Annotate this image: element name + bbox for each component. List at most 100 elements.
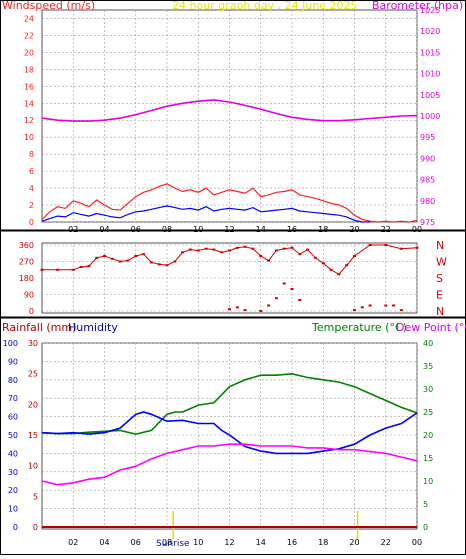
rain-y-tick-labels: 30 25 20 15 10 5 0 [28,339,38,532]
temp-x-tick: 04 [99,538,109,547]
dir-y-tick: 180 [19,274,34,283]
temp-x-tick: 00 [412,538,422,547]
compass-label: W [436,256,447,269]
wind-x-tick: 08 [162,225,172,234]
wind-y-tick: 20 [24,48,34,57]
humidity-y-tick: 60 [8,413,18,422]
wind-x-tick: 10 [193,225,203,234]
baro-y-tick: 1000 [420,112,440,121]
wind-y-tick: 12 [24,116,34,125]
temp-x-tick-labels: 02 04 06 08 10 12 14 16 18 20 22 00 [68,538,422,547]
wind-series-line-1 [41,205,371,223]
humidity-y-tick: 20 [8,486,18,495]
dir-y-tick-labels: 360 270 180 90 0 [19,241,34,316]
baro-y-tick: 985 [420,176,435,185]
dir-point [384,304,388,307]
wind-y-tick: 0 [29,218,34,227]
dir-point [298,299,302,301]
temp-y-tick-labels: 40 35 30 25 20 15 10 5 0 [423,339,433,532]
temp-x-tick: 16 [287,538,297,547]
wind-y-tick: 8 [29,150,34,159]
baro-y-tick: 975 [420,218,435,227]
humidity-y-tick: 30 [8,468,18,477]
sunrise-markers [172,511,359,539]
baro-y-tick: 1015 [420,48,440,57]
temp-y-tick: 40 [423,339,433,348]
temp-x-tick: 12 [224,538,234,547]
rain-y-tick: 30 [28,339,38,348]
wind-x-tick: 06 [131,225,141,234]
wind-x-tick: 14 [256,225,266,234]
sunrise-label: Sunrise [156,539,190,549]
wind-y-tick: 4 [29,184,34,193]
rain-y-tick: 25 [28,370,38,379]
baro-y-tick: 1025 [420,6,440,15]
temp-series [41,372,418,528]
temp-y-tick: 20 [423,431,433,440]
humidity-y-tick: 100 [3,339,18,348]
wind-x-tick: 00 [412,225,422,234]
humidity-y-tick: 10 [8,505,18,514]
baro-y-tick: 995 [420,133,435,142]
chart-title: 24 hour graph day , 24 June 2025 [172,0,358,12]
temp-x-tick: 18 [318,538,328,547]
divider-bottom [0,316,466,319]
wind-y-tick: 6 [29,167,34,176]
temp-x-tick: 08 [162,538,172,547]
wind-y-tick: 2 [29,201,34,210]
barometer-axis-label: Barometer (hpa) [372,0,463,12]
dir-point [267,304,271,307]
wind-y-tick: 16 [24,82,34,91]
dir-point [290,288,294,290]
wind-series-line-2 [41,99,418,122]
wind-y-tick: 24 [24,14,34,23]
wind-y-tick: 10 [24,133,34,142]
dir-y-tick: 0 [29,307,34,316]
temp-x-tick: 02 [68,538,78,547]
temp-y-tick: 15 [423,454,433,463]
rain-y-tick: 5 [33,492,38,501]
dir-point [259,310,263,312]
temperature-axis-label: Temperature (°C) [311,321,407,334]
dir-point [368,304,372,307]
temp-y-tick: 25 [423,408,433,417]
temp-series-line-1 [41,411,418,455]
humidity-y-tick: 0 [13,523,18,532]
baro-y-tick: 990 [420,154,435,163]
temp-x-tick: 06 [131,538,141,547]
humidity-y-tick: 50 [8,431,18,440]
temp-y-tick: 5 [423,500,428,509]
wind-x-tick-labels: 02 04 06 08 10 12 14 16 18 20 22 00 [68,225,422,234]
dir-point [360,306,364,309]
dir-point [353,309,356,312]
compass-label: S [436,272,443,285]
wind-x-tick: 18 [318,225,328,234]
humidity-y-tick: 70 [8,394,18,403]
dir-point [274,297,278,300]
rain-y-tick: 15 [28,431,38,440]
temp-y-tick: 0 [423,523,428,532]
wind-grid [42,10,418,223]
rain-y-tick: 0 [33,523,38,532]
wind-x-tick: 22 [381,225,391,234]
temp-series-line-2 [41,443,418,486]
dir-series [40,244,419,312]
baro-y-tick: 1005 [420,91,440,100]
baro-y-tick-labels: 1025 1020 1015 1010 1005 1000 995 990 985 980 975 [420,6,440,227]
windspeed-axis-label: Windspeed (m/s) [2,0,95,12]
humidity-axis-label: Humidity [68,321,118,334]
dir-y-tick: 90 [24,291,34,300]
dir-point [243,309,247,312]
baro-y-tick: 980 [420,197,435,206]
divider-top [0,229,466,232]
dir-y-tick: 360 [19,241,34,250]
wind-x-tick: 16 [287,225,297,234]
wind-y-tick: 18 [24,65,34,74]
wind-x-tick: 12 [224,225,234,234]
wind-x-tick: 04 [99,225,109,234]
